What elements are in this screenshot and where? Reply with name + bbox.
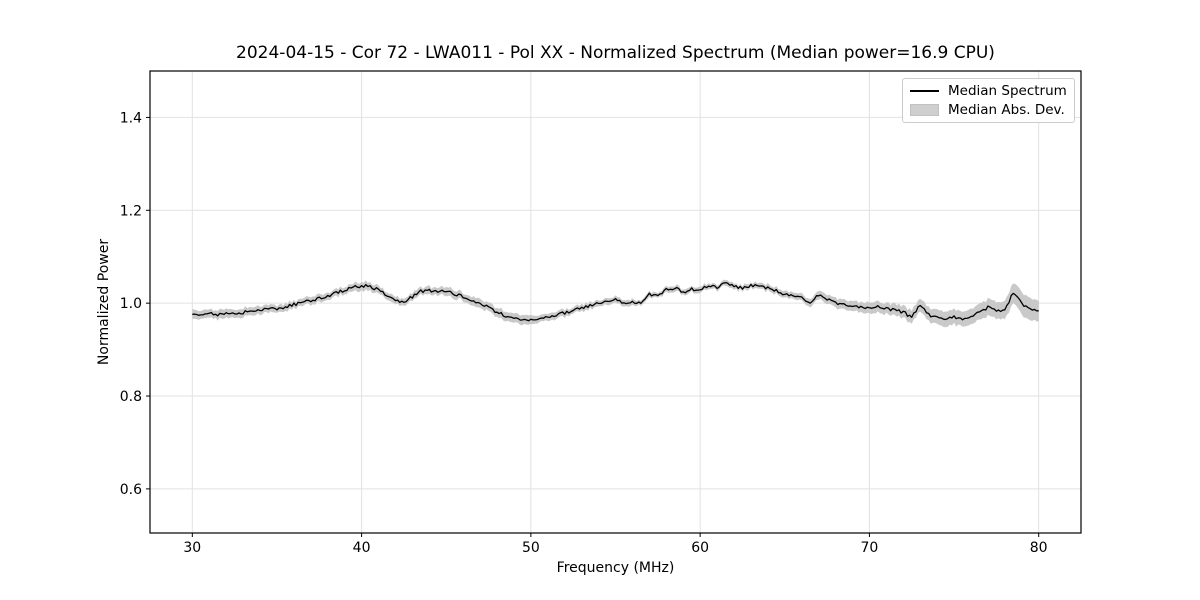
y-axis-label: Normalized Power	[96, 238, 112, 366]
y-tick-label: 1.0	[120, 296, 142, 312]
mad-band-swatch	[910, 103, 939, 116]
y-tick-label: 1.2	[120, 203, 142, 219]
y-tick-label: 1.4	[120, 110, 142, 126]
legend-label-median-spectrum: Median Spectrum	[948, 83, 1067, 100]
median-spectrum-line	[192, 281, 1039, 322]
x-tick-label: 40	[353, 540, 371, 556]
legend-entry-median-abs-dev: Median Abs. Dev.	[910, 101, 1068, 119]
y-tick-label: 0.6	[120, 482, 142, 498]
x-axis-label: Frequency (MHz)	[556, 560, 675, 576]
mad-band	[192, 279, 1039, 328]
axes-frame	[149, 70, 1082, 534]
legend: Median Spectrum Median Abs. Dev.	[902, 78, 1075, 123]
x-tick-label: 70	[860, 540, 878, 556]
x-tick-label: 50	[522, 540, 540, 556]
chart-title: 2024-04-15 - Cor 72 - LWA011 - Pol XX - …	[236, 43, 995, 63]
x-tick-label: 80	[1030, 540, 1048, 556]
x-tick-label: 30	[183, 540, 201, 556]
x-tick-label: 60	[691, 540, 709, 556]
median-spectrum-line-swatch	[910, 90, 939, 93]
y-tick-label: 0.8	[120, 389, 142, 405]
legend-label-median-abs-dev: Median Abs. Dev.	[948, 101, 1065, 118]
legend-entry-median-spectrum: Median Spectrum	[910, 82, 1068, 100]
